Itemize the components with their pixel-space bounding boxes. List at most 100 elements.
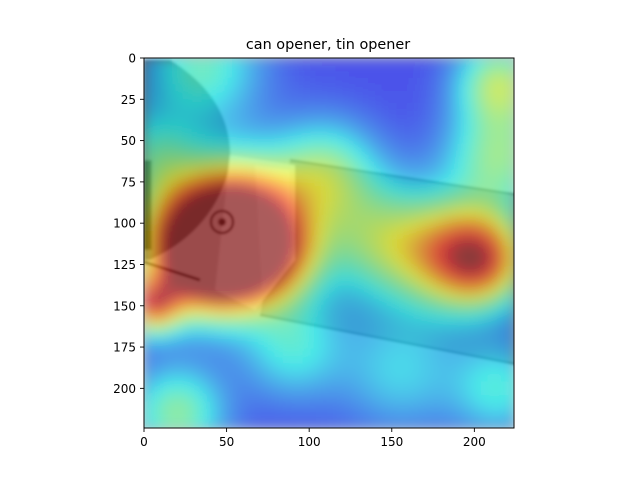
heat-cell	[480, 394, 489, 403]
heat-cell	[388, 150, 396, 158]
heat-cell	[414, 302, 423, 310]
heat-cell	[216, 170, 224, 178]
heat-cell	[342, 355, 350, 363]
heat-cell	[243, 124, 251, 132]
heat-cell	[282, 309, 290, 317]
heat-cell	[157, 190, 165, 198]
heat-cell	[183, 394, 191, 403]
heat-cell	[322, 104, 330, 112]
heat-cell	[157, 71, 165, 79]
heat-cell	[348, 421, 357, 428]
heat-cell	[467, 361, 475, 370]
heat-cell	[447, 229, 456, 237]
heat-cell	[434, 328, 442, 337]
heat-cell	[421, 124, 429, 132]
heat-cell	[170, 110, 178, 119]
heat-cell	[494, 295, 502, 304]
heat-cell	[236, 328, 244, 337]
heat-cell	[375, 130, 383, 138]
heat-cell	[203, 150, 211, 158]
heat-cell	[381, 110, 390, 119]
heat-cell	[414, 84, 423, 92]
heat-cell	[447, 137, 456, 145]
heat-cell	[362, 282, 370, 290]
heat-cell	[388, 375, 396, 383]
heat-cell	[196, 229, 205, 237]
heat-cell	[467, 223, 475, 231]
heat-cell	[414, 223, 423, 231]
heat-cell	[355, 71, 363, 79]
heat-cell	[461, 209, 469, 218]
heat-cell	[401, 209, 409, 218]
heat-cell	[342, 183, 350, 191]
heat-cell	[441, 58, 449, 66]
heat-cell	[342, 381, 350, 389]
heat-cell	[196, 322, 205, 330]
heat-cell	[368, 196, 376, 204]
heat-cell	[408, 322, 416, 330]
heat-cell	[243, 143, 251, 152]
y-tick-label: 125	[113, 258, 136, 272]
heat-cell	[315, 315, 323, 323]
heat-cell	[289, 203, 297, 211]
heat-cell	[428, 355, 436, 363]
heat-cell	[256, 163, 264, 171]
heat-cell	[183, 183, 191, 191]
heat-cell	[461, 157, 469, 165]
heat-cell	[295, 163, 304, 171]
heat-cell	[249, 322, 257, 330]
heat-cell	[381, 276, 390, 284]
heat-cell	[262, 322, 271, 330]
heat-cell	[474, 348, 482, 356]
heat-cell	[170, 361, 178, 370]
heat-cell	[329, 183, 337, 191]
heat-cell	[414, 196, 423, 204]
heat-cell	[196, 216, 205, 224]
heat-cell	[295, 209, 304, 218]
heat-cell	[507, 176, 514, 185]
heat-cell	[441, 401, 449, 409]
heat-cell	[302, 361, 310, 370]
heat-cell	[487, 104, 495, 112]
heat-cell	[216, 203, 224, 211]
heat-cell	[467, 216, 475, 224]
heat-cell	[223, 394, 231, 403]
heat-cell	[243, 183, 251, 191]
heat-cell	[428, 150, 436, 158]
heat-cell	[428, 401, 436, 409]
heat-cell	[157, 408, 165, 416]
heat-cell	[236, 223, 244, 231]
heat-cell	[474, 394, 482, 403]
heat-cell	[256, 368, 264, 376]
heat-cell	[348, 58, 357, 66]
heat-cell	[441, 375, 449, 383]
heat-cell	[295, 110, 304, 119]
heat-cell	[494, 289, 502, 297]
heat-cell	[461, 368, 469, 376]
heat-cell	[480, 262, 489, 271]
heat-cell	[388, 196, 396, 204]
heat-cell	[289, 97, 297, 105]
heat-cell	[203, 209, 211, 218]
heat-cell	[295, 137, 304, 145]
heat-cell	[494, 335, 502, 343]
heat-cell	[467, 342, 475, 350]
heat-cell	[434, 77, 442, 86]
heat-cell	[500, 309, 508, 317]
heat-cell	[276, 289, 284, 297]
heat-cell	[203, 196, 211, 204]
heat-cell	[243, 289, 251, 297]
heat-cell	[183, 289, 191, 297]
heat-cell	[269, 309, 277, 317]
heat-cell	[196, 381, 205, 389]
heat-cell	[480, 414, 489, 422]
heat-cell	[355, 282, 363, 290]
heat-cell	[454, 157, 462, 165]
heat-cell	[223, 229, 231, 237]
heat-cell	[269, 58, 277, 66]
heat-cell	[434, 262, 442, 271]
heat-cell	[322, 269, 330, 277]
heat-cell	[507, 190, 514, 198]
heat-cell	[467, 381, 475, 389]
heat-cell	[223, 348, 231, 356]
